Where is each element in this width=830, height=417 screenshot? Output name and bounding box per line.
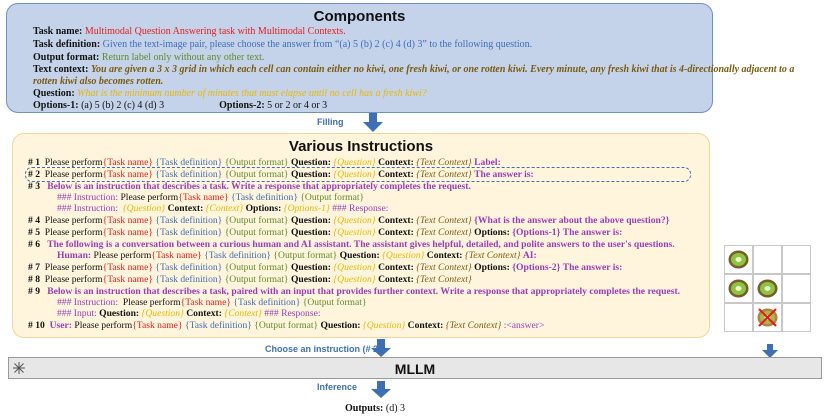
kiwi-grid bbox=[724, 245, 812, 333]
question-value: What is the minimum number of minutes th… bbox=[77, 88, 427, 99]
instruction-4: # 4 Please perform{Task name} {Task defi… bbox=[28, 215, 670, 226]
instruction-5: # 5 Please perform{Task name} {Task defi… bbox=[28, 227, 623, 238]
options2-label: Options-2: bbox=[219, 100, 265, 111]
instruction-7: # 7 Please perform{Task name} {Task defi… bbox=[28, 262, 623, 273]
output-format-label: Output format: bbox=[33, 52, 100, 63]
instruction-6-line-2: Human: Please perform{Task name} {Task d… bbox=[57, 250, 537, 261]
instruction-9: # 9 Below is an instruction that describ… bbox=[28, 286, 681, 297]
filling-arrow-icon bbox=[363, 113, 383, 132]
grid-cell-fresh bbox=[724, 274, 753, 303]
choose-instruction-label: Choose an instruction (# 2) bbox=[265, 344, 382, 354]
inference-label: Inference bbox=[317, 382, 358, 392]
question-label: Question: bbox=[33, 88, 75, 99]
instruction-9-line-2: ### Instruction: Please perform{Task nam… bbox=[57, 297, 367, 308]
options2-value: 5 or 2 or 4 or 3 bbox=[267, 100, 328, 111]
outputs-label: Outputs: bbox=[345, 403, 384, 414]
grid-cell-empty bbox=[724, 303, 753, 332]
instruction-1: # 1 Please perform{Task name} {Task defi… bbox=[28, 157, 501, 168]
options1-label: Options-1: bbox=[33, 100, 79, 111]
choose-arrow-icon bbox=[371, 339, 391, 357]
instruction-3: # 3 Below is an instruction that describ… bbox=[28, 181, 471, 192]
components-panel: Components bbox=[6, 3, 713, 113]
text-context-value: You are given a 3 x 3 grid in which each… bbox=[90, 64, 795, 75]
grid-cell-empty bbox=[782, 245, 811, 274]
instruction-3-line-2: ### Instruction: Please perform{Task nam… bbox=[57, 192, 365, 203]
mllm-label: MLLM bbox=[394, 361, 436, 377]
grid-cell-empty bbox=[782, 274, 811, 303]
options1-value: (a) 5 (b) 2 (c) 4 (d) 3 bbox=[81, 100, 165, 111]
outputs-value: (d) 3 bbox=[385, 403, 406, 414]
text-context-line-2: rotten kiwi also becomes rotten. bbox=[33, 76, 163, 88]
grid-cell-fresh bbox=[753, 274, 782, 303]
task-name-line: Task name: Multimodal Question Answering… bbox=[33, 26, 346, 38]
output-format-line: Output format: Return label only without… bbox=[33, 52, 264, 64]
task-definition-label: Task definition: bbox=[33, 39, 101, 50]
instruction-6: # 6 The following is a conversation betw… bbox=[28, 239, 675, 250]
task-definition-value: Given the text-image pair, please choose… bbox=[102, 39, 533, 50]
instruction-8: # 8 Please perform{Task name} {Task defi… bbox=[28, 274, 472, 285]
fresh-kiwi-icon bbox=[757, 279, 778, 298]
text-context-label: Text context: bbox=[33, 64, 89, 75]
instruction-2: # 2 Please perform{Task name} {Task defi… bbox=[28, 169, 534, 180]
instruction-10: # 10 User: Please perform{Task name} {Ta… bbox=[28, 320, 545, 331]
options-line: Options-1: (a) 5 (b) 2 (c) 4 (d) 3 Optio… bbox=[33, 100, 327, 112]
grid-cell-fresh bbox=[724, 245, 753, 274]
instructions-title: Various Instructions bbox=[288, 138, 434, 155]
task-definition-line: Task definition: Given the text-image pa… bbox=[33, 39, 532, 51]
grid-cell-rotten bbox=[753, 303, 782, 332]
grid-cell-empty bbox=[753, 245, 782, 274]
text-context-line: Text context: You are given a 3 x 3 grid… bbox=[33, 64, 794, 76]
components-title: Components bbox=[313, 8, 406, 25]
grid-cell-empty bbox=[782, 303, 811, 332]
output-format-value: Return label only without any other text… bbox=[101, 52, 265, 63]
snowflake-icon bbox=[13, 362, 25, 374]
fresh-kiwi-icon bbox=[728, 250, 749, 269]
instruction-3-line-3: ### Instruction: {Question} Context: {Co… bbox=[57, 203, 389, 214]
task-name-label: Task name: bbox=[33, 26, 83, 37]
mllm-block: MLLM bbox=[8, 357, 822, 379]
fresh-kiwi-icon bbox=[728, 279, 749, 298]
image-arrow-icon bbox=[762, 344, 778, 358]
text-context-value-cont: rotten kiwi also becomes rotten. bbox=[33, 76, 164, 87]
task-name-value: Multimodal Question Answering task with … bbox=[84, 26, 346, 37]
selected-instruction-highlight bbox=[25, 167, 691, 182]
instruction-9-line-3: ### Input: Question: {Question} Context:… bbox=[57, 308, 321, 319]
question-line: Question: What is the minimum number of … bbox=[33, 88, 427, 100]
rotten-kiwi-icon bbox=[757, 308, 778, 327]
outputs-line: Outputs: (d) 3 bbox=[345, 403, 405, 414]
inference-arrow-icon bbox=[371, 381, 391, 398]
filling-label: Filling bbox=[317, 117, 344, 127]
